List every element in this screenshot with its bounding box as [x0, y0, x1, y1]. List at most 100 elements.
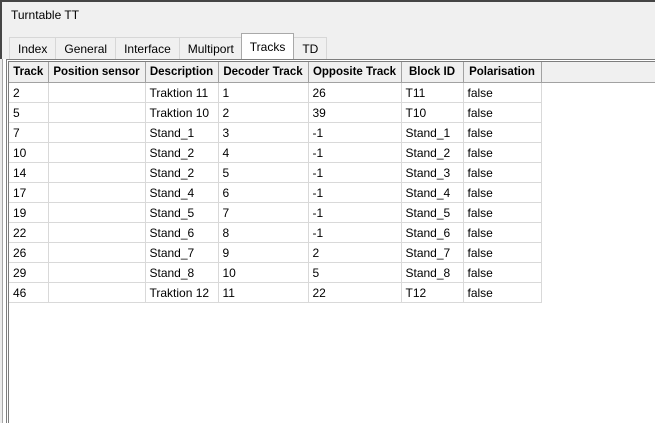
- table-cell[interactable]: 7: [218, 202, 309, 223]
- table-cell[interactable]: Stand_1: [401, 122, 464, 143]
- table-cell[interactable]: Traktion 12: [145, 282, 219, 303]
- table-cell[interactable]: [48, 162, 146, 183]
- table-cell[interactable]: 46: [9, 282, 49, 303]
- tab-interface[interactable]: Interface: [115, 37, 180, 59]
- table-cell[interactable]: T12: [401, 282, 464, 303]
- column-header-position-sensor[interactable]: Position sensor: [48, 62, 146, 83]
- table-cell[interactable]: 4: [218, 142, 309, 163]
- table-cell[interactable]: 3: [218, 122, 309, 143]
- tab-index[interactable]: Index: [9, 37, 57, 59]
- table-cell[interactable]: [48, 182, 146, 203]
- table-cell[interactable]: 22: [9, 222, 49, 243]
- table-cell[interactable]: Stand_2: [401, 142, 464, 163]
- table-cell[interactable]: false: [463, 202, 542, 223]
- table-cell[interactable]: 2: [9, 82, 49, 103]
- table-cell[interactable]: Traktion 11: [145, 82, 219, 103]
- table-cell[interactable]: 8: [218, 222, 309, 243]
- table-cell[interactable]: [48, 262, 146, 283]
- table-row[interactable]: 26 Stand_7 9 2 Stand_7 false: [9, 242, 655, 263]
- table-cell[interactable]: false: [463, 142, 542, 163]
- table-cell[interactable]: T10: [401, 102, 464, 123]
- table-cell[interactable]: T11: [401, 82, 464, 103]
- table-cell[interactable]: [48, 122, 146, 143]
- table-cell[interactable]: false: [463, 182, 542, 203]
- table-cell[interactable]: 9: [218, 242, 309, 263]
- table-cell[interactable]: -1: [308, 202, 402, 223]
- tab-multiport[interactable]: Multiport: [178, 37, 243, 59]
- table-cell[interactable]: Stand_5: [145, 202, 219, 223]
- table-cell[interactable]: false: [463, 262, 542, 283]
- table-cell[interactable]: Stand_6: [145, 222, 219, 243]
- column-header-description[interactable]: Description: [145, 62, 219, 83]
- column-header-decoder-track[interactable]: Decoder Track: [218, 62, 309, 83]
- table-cell[interactable]: [48, 202, 146, 223]
- table-cell[interactable]: 26: [308, 82, 402, 103]
- table-cell[interactable]: false: [463, 82, 542, 103]
- table-cell[interactable]: false: [463, 282, 542, 303]
- table-cell[interactable]: 10: [218, 262, 309, 283]
- table-cell[interactable]: Stand_7: [401, 242, 464, 263]
- table-row[interactable]: 46 Traktion 12 11 22 T12 false: [9, 282, 655, 303]
- table-cell[interactable]: Stand_3: [401, 162, 464, 183]
- table-cell[interactable]: 5: [218, 162, 309, 183]
- table-cell[interactable]: Stand_8: [145, 262, 219, 283]
- tab-tracks[interactable]: Tracks: [240, 33, 295, 59]
- table-cell[interactable]: [48, 82, 146, 103]
- table-cell[interactable]: 11: [218, 282, 309, 303]
- table-cell[interactable]: 14: [9, 162, 49, 183]
- table-cell[interactable]: 29: [9, 262, 49, 283]
- table-cell[interactable]: Stand_5: [401, 202, 464, 223]
- table-cell[interactable]: -1: [308, 222, 402, 243]
- table-cell[interactable]: 5: [308, 262, 402, 283]
- table-cell[interactable]: 6: [218, 182, 309, 203]
- table-cell[interactable]: false: [463, 222, 542, 243]
- table-cell[interactable]: [48, 282, 146, 303]
- table-cell[interactable]: Stand_8: [401, 262, 464, 283]
- table-cell[interactable]: -1: [308, 182, 402, 203]
- table-row[interactable]: 22 Stand_6 8 -1 Stand_6 false: [9, 222, 655, 243]
- table-row[interactable]: 5 Traktion 10 2 39 T10 false: [9, 102, 655, 123]
- table-cell[interactable]: 26: [9, 242, 49, 263]
- column-header-track[interactable]: Track: [9, 62, 49, 83]
- table-cell[interactable]: [48, 142, 146, 163]
- table-cell[interactable]: 10: [9, 142, 49, 163]
- table-cell[interactable]: false: [463, 162, 542, 183]
- table-cell[interactable]: 22: [308, 282, 402, 303]
- table-cell[interactable]: 2: [308, 242, 402, 263]
- table-cell[interactable]: false: [463, 242, 542, 263]
- tab-general[interactable]: General: [55, 37, 117, 59]
- table-cell[interactable]: [48, 102, 146, 123]
- column-header-opposite-track[interactable]: Opposite Track: [308, 62, 402, 83]
- table-row[interactable]: 19 Stand_5 7 -1 Stand_5 false: [9, 202, 655, 223]
- table-cell[interactable]: 17: [9, 182, 49, 203]
- table-row[interactable]: 17 Stand_4 6 -1 Stand_4 false: [9, 182, 655, 203]
- table-row[interactable]: 7 Stand_1 3 -1 Stand_1 false: [9, 122, 655, 143]
- table-cell[interactable]: 1: [218, 82, 309, 103]
- table-cell[interactable]: Stand_6: [401, 222, 464, 243]
- table-cell[interactable]: Stand_1: [145, 122, 219, 143]
- table-row[interactable]: 10 Stand_2 4 -1 Stand_2 false: [9, 142, 655, 163]
- table-cell[interactable]: [48, 222, 146, 243]
- table-cell[interactable]: Stand_2: [145, 142, 219, 163]
- table-cell[interactable]: 19: [9, 202, 49, 223]
- table-row[interactable]: 2 Traktion 11 1 26 T11 false: [9, 82, 655, 103]
- table-cell[interactable]: false: [463, 122, 542, 143]
- table-cell[interactable]: 5: [9, 102, 49, 123]
- table-cell[interactable]: 7: [9, 122, 49, 143]
- tab-td[interactable]: TD: [293, 37, 328, 59]
- table-cell[interactable]: Stand_4: [401, 182, 464, 203]
- table-cell[interactable]: 2: [218, 102, 309, 123]
- table-cell[interactable]: false: [463, 102, 542, 123]
- column-header-polarisation[interactable]: Polarisation: [463, 62, 542, 83]
- table-cell[interactable]: -1: [308, 142, 402, 163]
- tracks-table[interactable]: Track Position sensor Description Decoder T…: [6, 59, 655, 423]
- table-cell[interactable]: -1: [308, 162, 402, 183]
- table-cell[interactable]: -1: [308, 122, 402, 143]
- table-row[interactable]: 14 Stand_2 5 -1 Stand_3 false: [9, 162, 655, 183]
- table-cell[interactable]: Traktion 10: [145, 102, 219, 123]
- table-cell[interactable]: 39: [308, 102, 402, 123]
- table-cell[interactable]: Stand_4: [145, 182, 219, 203]
- column-header-block-id[interactable]: Block ID: [401, 62, 464, 83]
- table-cell[interactable]: Stand_2: [145, 162, 219, 183]
- table-cell[interactable]: [48, 242, 146, 263]
